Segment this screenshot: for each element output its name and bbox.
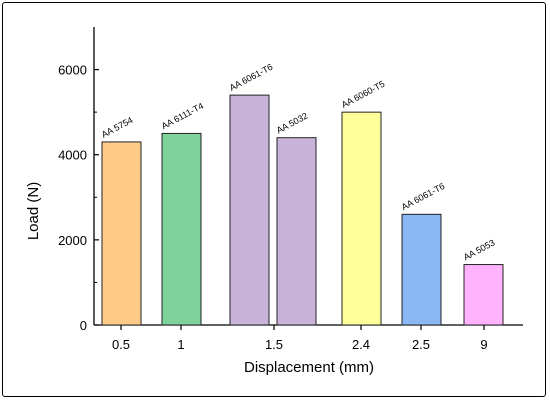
y-axis-title: Load (N) xyxy=(25,182,42,240)
x-ticks: 0.5 1 1.5 2.4 2.5 9 xyxy=(112,325,488,352)
figure-frame xyxy=(2,2,546,397)
bar-data-label: AA 5053 xyxy=(462,238,497,263)
bar xyxy=(463,264,504,326)
bar xyxy=(229,94,270,326)
x-tick-label: 1.5 xyxy=(265,337,283,352)
x-tick-label: 9 xyxy=(480,337,487,352)
bar-data-label: AA 5754 xyxy=(100,115,135,140)
x-axis-title: Displacement (mm) xyxy=(244,359,374,376)
x-tick-label: 1 xyxy=(177,337,184,352)
y-tick-label: 2000 xyxy=(58,233,87,248)
bar xyxy=(401,213,442,326)
bar-data-label: AA 6061-T6 xyxy=(228,62,275,93)
bar xyxy=(101,141,142,326)
x-tick-label: 2.4 xyxy=(352,337,370,352)
bar-data-label: AA 5032 xyxy=(275,111,310,136)
bar-data-label: AA 6111-T4 xyxy=(160,101,205,132)
y-tick-label: 4000 xyxy=(58,148,87,163)
bars xyxy=(101,94,504,326)
bar xyxy=(341,111,382,326)
y-tick-label: 0 xyxy=(80,318,87,333)
x-tick-label: 0.5 xyxy=(112,337,130,352)
y-tick-label: 6000 xyxy=(58,63,87,78)
bar xyxy=(276,137,317,326)
bar-data-label: AA 6061-T6 xyxy=(400,181,447,212)
bar-data-label: AA 6060-T5 xyxy=(340,79,387,110)
y-ticks: 0 2000 4000 6000 xyxy=(58,63,99,333)
x-tick-label: 2.5 xyxy=(412,337,430,352)
bar xyxy=(161,132,202,326)
